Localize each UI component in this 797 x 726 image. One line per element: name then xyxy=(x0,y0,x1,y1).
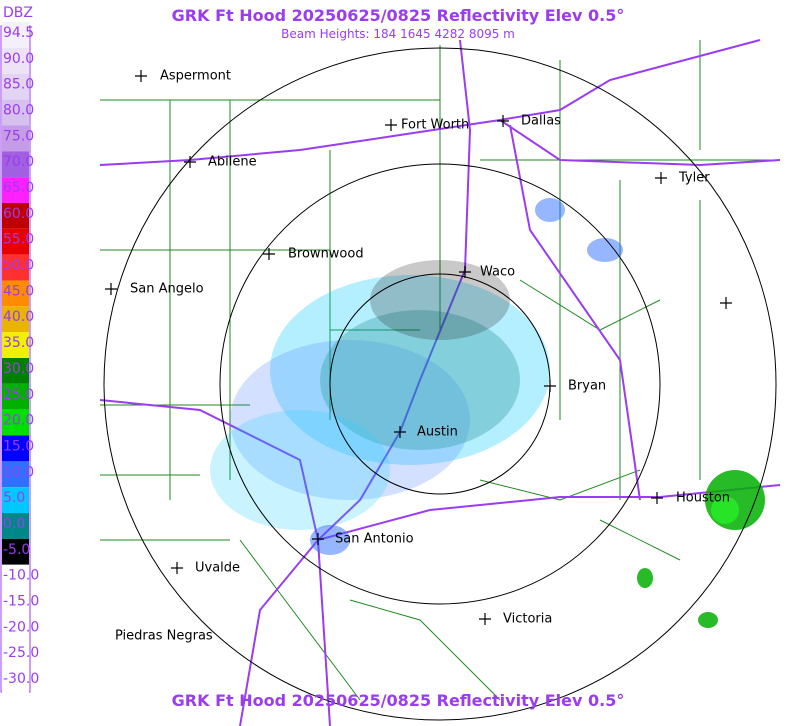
legend-label: -5.0 xyxy=(3,542,30,558)
legend-swatch xyxy=(2,358,29,384)
city-label: Victoria xyxy=(503,612,552,627)
legend-swatch xyxy=(2,306,29,333)
legend-swatch xyxy=(2,383,29,410)
legend-label: -20.0 xyxy=(3,619,39,635)
legend-swatch xyxy=(2,254,29,281)
legend-label: 15.0 xyxy=(3,438,34,454)
title: GRK Ft Hood 20250625/0825 Reflectivity E… xyxy=(172,6,625,25)
legend-label: 40.0 xyxy=(3,309,34,325)
city-marker xyxy=(312,533,324,545)
city-marker xyxy=(497,115,509,127)
legend-swatch xyxy=(2,564,29,591)
legend-label: 70.0 xyxy=(3,154,34,170)
city-label: Abilene xyxy=(208,155,257,170)
legend-label: 60.0 xyxy=(3,206,34,222)
legend-label: 45.0 xyxy=(3,283,34,299)
legend-label: 80.0 xyxy=(3,103,34,119)
city-label: Waco xyxy=(480,265,515,280)
cities: Aspermont Abilene Fort Worth Dallas Tyler Bro… xyxy=(105,69,732,644)
legend-swatch xyxy=(2,642,29,669)
city-marker xyxy=(385,119,397,131)
city-label: Brownwood xyxy=(288,247,364,262)
legend-label: 5.0 xyxy=(3,490,25,506)
city-marker xyxy=(544,380,556,392)
footer-title: GRK Ft Hood 20250625/0825 Reflectivity E… xyxy=(172,691,625,710)
legend-swatch xyxy=(2,177,29,203)
legend-label: 30.0 xyxy=(3,361,34,377)
legend-swatch xyxy=(2,616,29,643)
legend-unit: DBZ xyxy=(3,5,33,21)
legend-label: 35.0 xyxy=(3,335,34,351)
legend-label: 94.5 xyxy=(3,25,34,41)
city-label: San Antonio xyxy=(335,532,414,547)
legend-label: -10.0 xyxy=(3,568,39,584)
city-label: Bryan xyxy=(568,379,606,394)
city-marker xyxy=(655,172,667,184)
legend-swatch xyxy=(2,99,29,126)
city-label: Austin xyxy=(417,425,458,440)
city-label: Fort Worth xyxy=(401,118,469,133)
legend-label: 0.0 xyxy=(3,516,25,532)
legend-swatch xyxy=(2,228,29,255)
legend-swatch xyxy=(2,202,29,229)
legend-swatch xyxy=(2,668,29,694)
city-marker xyxy=(479,613,491,625)
legend-swatch xyxy=(2,513,29,539)
legend-swatch xyxy=(2,73,29,100)
legend-label: 10.0 xyxy=(3,464,34,480)
city-label: Piedras Negras xyxy=(115,629,213,644)
legend-swatch xyxy=(2,409,29,436)
city-label: San Angelo xyxy=(130,282,204,297)
legend: 94.5 90.0 85.0 80.0 75.0 70.0 65.0 60.0 55.0 50.0… xyxy=(2,22,39,694)
city-label: Aspermont xyxy=(160,69,231,84)
legend-swatch xyxy=(2,22,29,48)
legend-swatch xyxy=(2,280,29,307)
city-marker xyxy=(105,283,117,295)
legend-swatch xyxy=(2,125,29,152)
city-label: Tyler xyxy=(678,171,710,186)
legend-label: 20.0 xyxy=(3,413,34,429)
city-marker xyxy=(459,266,471,278)
legend-swatch xyxy=(2,332,29,358)
legend-swatch xyxy=(2,590,29,617)
legend-label: 50.0 xyxy=(3,258,34,274)
legend-label: -25.0 xyxy=(3,645,39,661)
legend-label: 75.0 xyxy=(3,128,34,144)
city-marker xyxy=(135,70,147,82)
legend-swatch xyxy=(2,487,29,514)
city-marker xyxy=(394,426,406,438)
legend-swatch xyxy=(2,461,29,488)
subtitle: Beam Heights: 184 1645 4282 8095 m xyxy=(281,27,515,41)
city-marker xyxy=(184,156,196,168)
legend-swatch xyxy=(2,47,29,74)
city-marker xyxy=(263,248,275,260)
city-marker xyxy=(651,492,663,504)
legend-swatch xyxy=(2,151,29,178)
legend-label: 25.0 xyxy=(3,387,34,403)
legend-label: -15.0 xyxy=(3,593,39,609)
legend-label: 90.0 xyxy=(3,51,34,67)
legend-label: 65.0 xyxy=(3,180,34,196)
legend-label: 55.0 xyxy=(3,232,34,248)
legend-swatch xyxy=(2,538,29,565)
legend-label: -30.0 xyxy=(3,671,39,687)
county-lines xyxy=(100,40,780,701)
echoes xyxy=(210,198,765,628)
legend-label: 85.0 xyxy=(3,77,34,93)
city-label: Houston xyxy=(676,491,730,506)
city-label: Uvalde xyxy=(195,561,240,576)
city-label: Dallas xyxy=(521,114,561,129)
legend-swatch xyxy=(2,435,29,462)
city-marker xyxy=(720,297,732,309)
city-marker xyxy=(171,562,183,574)
